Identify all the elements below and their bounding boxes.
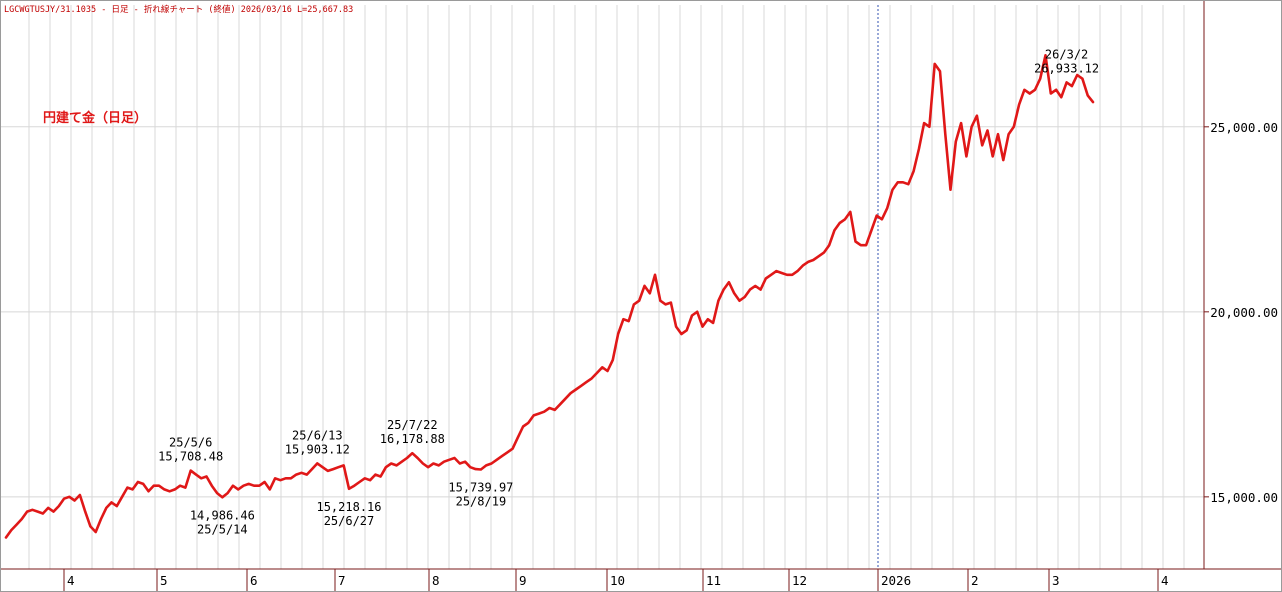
x-tick-label: 2 <box>971 573 979 588</box>
x-tick-label: 12 <box>792 573 807 588</box>
annotation-value: 26,933.12 <box>1034 61 1099 75</box>
y-tick-label: 20,000.00 <box>1210 305 1278 320</box>
x-tick-label: 2026 <box>881 573 911 588</box>
chart-title: 円建て金（日足） <box>43 110 147 126</box>
annotation-date: 25/6/27 <box>324 514 375 528</box>
x-axis-ticks: 4 5 6 7 8 9 10 11 12 2026 2 3 4 <box>63 569 1169 591</box>
annotation-date: 26/3/2 <box>1045 47 1088 61</box>
x-tick-label: 11 <box>706 573 721 588</box>
y-axis-ticks: 15,000.00 20,000.00 25,000.00 <box>1204 120 1278 505</box>
annotation-date: 25/8/19 <box>456 494 507 508</box>
x-tick-label: 9 <box>519 573 527 588</box>
x-tick-label: 6 <box>250 573 258 588</box>
y-tick-label: 25,000.00 <box>1210 120 1278 135</box>
x-tick-label: 4 <box>67 573 75 588</box>
point-annotations: 25/5/615,708.4814,986.4625/5/1425/6/1315… <box>158 47 1099 536</box>
annotation-date: 25/7/22 <box>387 418 438 432</box>
annotation: 26/3/226,933.12 <box>1034 47 1099 75</box>
x-tick-label: 10 <box>610 573 625 588</box>
annotation-value: 15,903.12 <box>285 442 350 456</box>
vertical-gridlines <box>28 5 1185 569</box>
annotation-value: 15,708.48 <box>158 450 223 464</box>
y-tick-label: 15,000.00 <box>1210 490 1278 505</box>
annotation-value: 15,218.16 <box>316 500 381 514</box>
annotation-date: 25/5/14 <box>197 522 248 536</box>
annotation-value: 15,739.97 <box>448 480 513 494</box>
horizontal-gridlines <box>1 126 1204 498</box>
annotation-value: 16,178.88 <box>380 432 445 446</box>
annotation-date: 25/5/6 <box>169 436 212 450</box>
x-tick-label: 3 <box>1052 573 1060 588</box>
annotation-date: 25/6/13 <box>292 428 343 442</box>
x-tick-label: 5 <box>160 573 168 588</box>
price-series-line <box>4 53 1095 539</box>
annotation-value: 14,986.46 <box>190 508 255 522</box>
x-tick-label: 8 <box>432 573 440 588</box>
x-tick-label: 4 <box>1161 573 1169 588</box>
x-tick-label: 7 <box>338 573 346 588</box>
chart-header: LGCWGTUSJY/31.1035 - 日足 - 折れ線チャート (終値) 2… <box>4 4 353 15</box>
annotation: 25/5/615,708.48 <box>158 436 223 464</box>
